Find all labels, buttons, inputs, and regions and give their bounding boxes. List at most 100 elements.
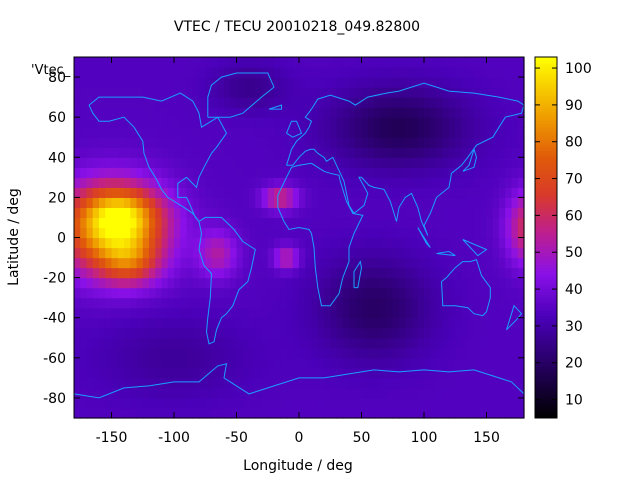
- heatmap-cell: [317, 77, 325, 88]
- heatmap-cell: [430, 247, 438, 259]
- heatmap-cell: [461, 227, 469, 239]
- heatmap-cell: [205, 357, 213, 369]
- heatmap-cell: [486, 87, 494, 98]
- heatmap-cell: [380, 187, 388, 198]
- heatmap-cell: [86, 97, 94, 108]
- heatmap-cell: [505, 357, 513, 369]
- heatmap-cell: [242, 367, 250, 379]
- heatmap-cell: [486, 97, 494, 108]
- heatmap-cell: [317, 257, 325, 269]
- heatmap-cell: [180, 337, 188, 349]
- heatmap-cell: [99, 107, 106, 118]
- heatmap-cell: [386, 217, 394, 229]
- heatmap-cell: [124, 327, 131, 339]
- heatmap-cell: [424, 207, 431, 219]
- heatmap-cell: [417, 287, 425, 299]
- heatmap-cell: [105, 407, 113, 419]
- heatmap-cell: [405, 277, 413, 289]
- heatmap-cell: [374, 407, 381, 419]
- heatmap-cell: [167, 57, 175, 68]
- heatmap-cell: [361, 407, 369, 419]
- heatmap-cell: [505, 87, 513, 98]
- heatmap-cell: [455, 177, 463, 188]
- heatmap-cell: [349, 237, 356, 249]
- heatmap-cell: [355, 287, 363, 299]
- heatmap-cell: [486, 197, 494, 209]
- heatmap-cell: [386, 287, 394, 299]
- heatmap-cell: [399, 407, 406, 419]
- heatmap-cell: [142, 127, 150, 138]
- heatmap-cell: [436, 257, 444, 269]
- heatmap-cell: [199, 337, 206, 349]
- heatmap-cell: [399, 137, 406, 148]
- heatmap-cell: [380, 87, 388, 98]
- heatmap-cell: [474, 167, 481, 178]
- heatmap-cell: [80, 167, 88, 178]
- heatmap-cell: [205, 127, 213, 138]
- heatmap-cell: [92, 87, 100, 98]
- heatmap-cell: [230, 177, 238, 188]
- heatmap-cell: [430, 157, 438, 168]
- heatmap-cell: [330, 257, 338, 269]
- heatmap-cell: [317, 367, 325, 379]
- heatmap-cell: [105, 317, 113, 329]
- heatmap-cell: [367, 407, 375, 419]
- heatmap-cell: [311, 87, 319, 98]
- heatmap-cell: [255, 87, 263, 98]
- heatmap-cell: [192, 97, 200, 108]
- heatmap-cell: [505, 297, 513, 309]
- heatmap-cell: [111, 187, 119, 198]
- heatmap-cell: [105, 267, 113, 279]
- heatmap-cell: [124, 277, 131, 289]
- heatmap-cell: [505, 237, 513, 249]
- heatmap-cell: [230, 87, 238, 98]
- heatmap-cell: [99, 397, 106, 409]
- heatmap-cell: [349, 267, 356, 279]
- heatmap-cell: [92, 97, 100, 108]
- heatmap-cell: [324, 157, 331, 168]
- heatmap-cell: [330, 107, 338, 118]
- heatmap-cell: [505, 397, 513, 409]
- heatmap-cell: [211, 107, 219, 118]
- heatmap-cell: [411, 137, 419, 148]
- heatmap-cell: [361, 127, 369, 138]
- heatmap-cell: [249, 307, 256, 319]
- heatmap-cell: [211, 167, 219, 178]
- heatmap-cell: [274, 207, 281, 219]
- heatmap-cell: [267, 97, 275, 108]
- heatmap-cell: [180, 77, 188, 88]
- heatmap-cell: [311, 327, 319, 339]
- heatmap-cell: [355, 297, 363, 309]
- heatmap-cell: [324, 247, 331, 259]
- heatmap-cell: [374, 337, 381, 349]
- heatmap-cell: [430, 197, 438, 209]
- heatmap-cell: [492, 117, 500, 128]
- heatmap-cell: [367, 87, 375, 98]
- heatmap-cell: [336, 257, 344, 269]
- y-tick-label: -20: [43, 271, 66, 287]
- colorbar-tick-label: 10: [565, 393, 583, 409]
- heatmap-cell: [105, 247, 113, 259]
- heatmap-cell: [467, 357, 475, 369]
- heatmap-cell: [330, 237, 338, 249]
- heatmap-cell: [499, 127, 506, 138]
- heatmap-cell: [499, 257, 506, 269]
- heatmap-cell: [361, 147, 369, 158]
- heatmap-cell: [311, 197, 319, 209]
- heatmap-cell: [305, 367, 313, 379]
- heatmap-cell: [249, 137, 256, 148]
- heatmap-cell: [105, 367, 113, 379]
- heatmap-cell: [324, 197, 331, 209]
- heatmap-cell: [411, 207, 419, 219]
- heatmap-cell: [274, 277, 281, 289]
- heatmap-cell: [455, 57, 463, 68]
- heatmap-cell: [330, 87, 338, 98]
- heatmap-cell: [330, 117, 338, 128]
- heatmap-cell: [174, 307, 181, 319]
- heatmap-cell: [386, 97, 394, 108]
- heatmap-cell: [461, 117, 469, 128]
- y-tick-label: 0: [57, 231, 66, 247]
- heatmap-cell: [411, 247, 419, 259]
- heatmap-cell: [467, 97, 475, 108]
- heatmap-cell: [442, 117, 450, 128]
